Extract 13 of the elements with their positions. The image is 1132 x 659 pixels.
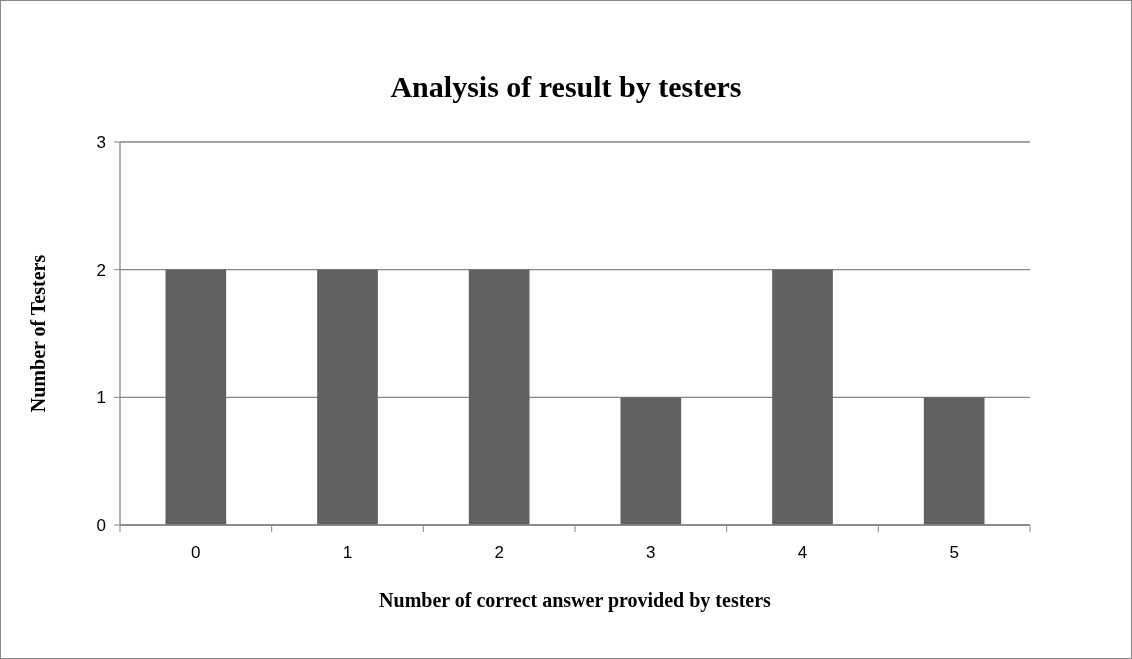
y-axis-title: Number of Testers — [27, 254, 49, 413]
y-tick-label: 3 — [96, 132, 106, 152]
x-tick-label: 1 — [342, 543, 353, 562]
x-tick-label: 2 — [494, 543, 504, 562]
y-tick-label: 1 — [96, 388, 106, 408]
y-tick-label: 0 — [96, 515, 106, 535]
x-tick-label: 4 — [797, 543, 808, 562]
x-tick-label: 3 — [646, 543, 656, 562]
x-axis-title: Number of correct answer provided by testers — [379, 589, 772, 612]
x-tick-label: 5 — [949, 543, 959, 562]
chart-title: Analysis of result by testers — [390, 70, 742, 103]
x-tick-label: 0 — [191, 543, 201, 562]
y-tick-label: 2 — [96, 260, 106, 280]
